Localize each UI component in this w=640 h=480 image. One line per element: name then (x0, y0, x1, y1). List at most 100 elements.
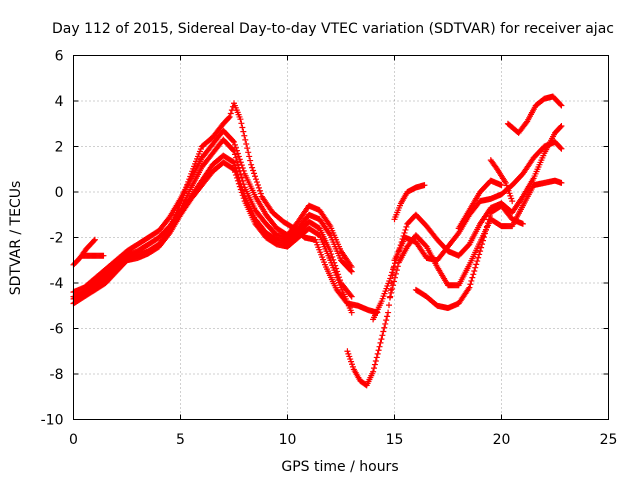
data-point (231, 141, 238, 148)
data-point (471, 268, 478, 275)
data-point (186, 176, 193, 183)
data-point (380, 328, 387, 335)
data-point (183, 184, 190, 191)
y-axis-label: SDTVAR / TECUs (8, 181, 24, 296)
data-point (475, 254, 482, 261)
data-point (237, 116, 244, 123)
data-point (239, 165, 246, 172)
series-11 (387, 177, 565, 300)
data-point (348, 264, 355, 271)
data-point (523, 119, 530, 126)
data-point (376, 343, 383, 350)
data-point (347, 292, 354, 299)
y-tick-label: -10 (41, 413, 64, 429)
x-axis-label: GPS time / hours (281, 459, 398, 475)
data-point (234, 150, 241, 157)
data-point (389, 286, 396, 293)
data-point (558, 145, 565, 152)
data-point (483, 223, 490, 230)
series-2 (79, 252, 107, 259)
data-point (226, 113, 233, 120)
data-point (231, 169, 238, 176)
plot-area (70, 93, 565, 389)
data-point (557, 124, 564, 130)
y-tick-label: 2 (55, 140, 64, 156)
data-point (238, 189, 245, 196)
data-point (348, 293, 355, 300)
data-point (240, 195, 247, 202)
data-point (239, 192, 246, 199)
data-point (370, 368, 377, 375)
data-point (381, 324, 388, 331)
data-point (373, 354, 380, 361)
data-point (91, 236, 98, 243)
data-point (484, 220, 491, 227)
data-point (348, 309, 355, 316)
data-point (391, 278, 398, 285)
data-point (391, 274, 398, 281)
data-point (477, 248, 484, 255)
data-point (231, 151, 238, 158)
data-point (235, 153, 242, 160)
axis-ticks: 0 5 10 15 20 25 -10 -8 -6 -4 -2 0 2 4 6 (41, 49, 618, 449)
data-point (468, 277, 475, 284)
data-point (231, 159, 237, 166)
data-point (480, 234, 487, 241)
data-point (467, 281, 474, 288)
data-point (100, 252, 107, 259)
data-point (180, 192, 187, 199)
data-point (245, 149, 252, 156)
y-tick-label: 6 (55, 49, 64, 65)
data-point (498, 182, 505, 189)
data-point (394, 263, 401, 270)
data-point (558, 102, 565, 109)
y-tick-label: -6 (50, 322, 64, 338)
data-point (179, 194, 186, 201)
data-point (237, 186, 244, 193)
data-point (231, 166, 237, 173)
data-point (230, 137, 237, 144)
data-point (178, 197, 185, 204)
data-point (329, 253, 336, 260)
data-point (466, 284, 473, 291)
x-tick-label: 25 (600, 432, 618, 448)
data-point (372, 358, 379, 364)
data-point (230, 165, 237, 172)
x-tick-label: 15 (386, 432, 404, 448)
data-point (377, 339, 384, 346)
x-tick-label: 5 (176, 432, 185, 448)
data-point (379, 332, 386, 339)
data-point (399, 236, 406, 243)
data-point (509, 198, 516, 205)
data-point (389, 269, 396, 276)
data-point (472, 264, 479, 271)
data-point (256, 187, 263, 194)
series-14 (487, 157, 516, 205)
series-7 (166, 100, 381, 316)
data-point (177, 200, 184, 207)
data-point (387, 293, 394, 300)
data-point (558, 179, 565, 186)
data-point (486, 212, 493, 219)
data-point (90, 237, 97, 244)
data-point (240, 128, 247, 135)
series-13 (455, 177, 505, 232)
y-tick-label: -4 (50, 276, 64, 292)
data-point (246, 153, 253, 160)
data-point (238, 162, 245, 169)
series-10 (391, 182, 428, 223)
data-point (225, 114, 232, 121)
data-point (378, 336, 385, 343)
data-point (230, 158, 237, 165)
data-point (393, 267, 400, 274)
data-point (385, 302, 392, 309)
x-tick-label: 0 (69, 432, 78, 448)
data-point (249, 164, 256, 171)
data-point (250, 167, 257, 174)
data-point (247, 157, 254, 164)
y-tick-label: -8 (50, 367, 64, 383)
data-point (255, 184, 262, 191)
data-point (401, 229, 408, 236)
series-12 (412, 202, 526, 312)
series-15 (504, 93, 565, 136)
